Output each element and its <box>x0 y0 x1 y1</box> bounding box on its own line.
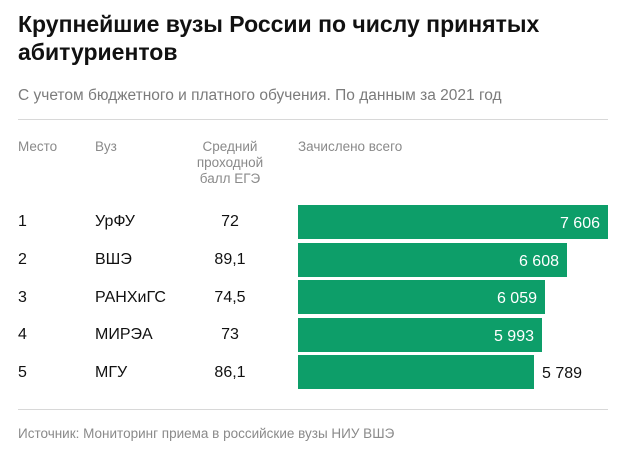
row-4-rank: 4 <box>18 326 27 343</box>
column-header-score-line-3: балл ЕГЭ <box>199 171 261 186</box>
bar-1-value-label: 7 606 <box>560 215 600 232</box>
row-1-rank: 1 <box>18 213 27 230</box>
column-header-score-line-1: Средний <box>202 139 258 154</box>
row-2-rank: 2 <box>18 251 27 268</box>
bar-5-value-label: 5 789 <box>542 365 582 382</box>
column-header-rank: Место <box>18 139 58 154</box>
bar-4 <box>298 318 542 352</box>
column-header-university: Вуз <box>95 139 117 154</box>
row-3-score: 74,5 <box>214 289 246 306</box>
bar-3 <box>298 280 545 314</box>
row-4-score: 73 <box>221 326 239 343</box>
row-3-rank: 3 <box>18 289 27 306</box>
row-5-score: 86,1 <box>214 364 246 381</box>
bar-3-value-label: 6 059 <box>497 290 537 307</box>
row-1-university: УрФУ <box>95 213 135 230</box>
column-header-enrolled: Зачислено всего <box>298 139 403 154</box>
row-3-university: РАНХиГС <box>95 289 166 306</box>
chart-subtitle: С учетом бюджетного и платного обучения.… <box>18 87 502 104</box>
bar-2-value-label: 6 608 <box>519 253 559 270</box>
column-header-score: Средний проходной балл ЕГЭ <box>180 139 280 187</box>
row-2-score: 89,1 <box>214 251 246 268</box>
bar-1 <box>298 205 608 239</box>
row-5-rank: 5 <box>18 364 27 381</box>
source-note: Источник: Мониторинг приема в российские… <box>18 426 395 441</box>
bar-2 <box>298 243 567 277</box>
row-2-university: ВШЭ <box>95 251 132 268</box>
column-header-score-line-2: проходной <box>196 155 264 170</box>
bar-4-value-label: 5 993 <box>494 328 534 345</box>
bar-5 <box>298 355 534 389</box>
row-4-university: МИРЭА <box>95 326 153 343</box>
row-1-score: 72 <box>221 213 239 230</box>
row-5-university: МГУ <box>95 364 128 381</box>
top-divider <box>18 119 608 120</box>
chart-title: Крупнейшие вузы России по числу принятых… <box>18 11 540 65</box>
bottom-divider <box>18 409 608 410</box>
